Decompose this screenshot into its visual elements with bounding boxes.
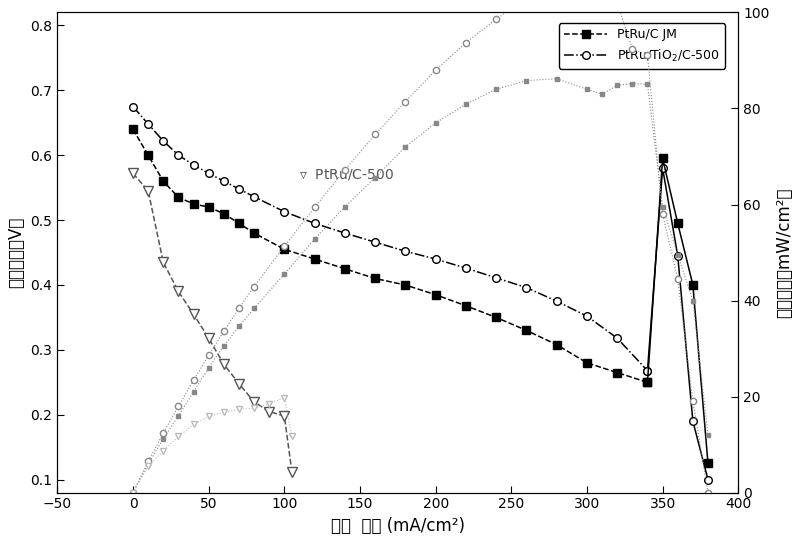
PtRu/TiO$_2$/C-500 xyxy=(522,285,531,291)
PtRu/C JM xyxy=(613,369,622,376)
PtRu/TiO$_2$/C-500 xyxy=(431,256,441,262)
PtRu/C JM xyxy=(582,359,592,366)
PtRu/C JM xyxy=(158,178,168,184)
Line: PtRu/C JM: PtRu/C JM xyxy=(129,125,651,386)
PtRu/C JM xyxy=(431,292,441,298)
PtRu/TiO$_2$/C-500 xyxy=(234,186,244,192)
PtRu/TiO$_2$/C-500 xyxy=(370,239,380,246)
Legend: PtRu/C JM, PtRu/TiO$_2$/C-500: PtRu/C JM, PtRu/TiO$_2$/C-500 xyxy=(558,23,726,69)
PtRu/C JM xyxy=(204,204,214,210)
PtRu/C JM xyxy=(143,152,153,158)
PtRu/C JM xyxy=(174,194,183,201)
PtRu/C JM xyxy=(370,275,380,282)
PtRu/C JM xyxy=(234,220,244,227)
PtRu/C JM xyxy=(250,230,259,236)
PtRu/C JM xyxy=(340,266,350,272)
Y-axis label: 功率密度（mW/cm²）: 功率密度（mW/cm²） xyxy=(775,188,793,318)
PtRu/TiO$_2$/C-500 xyxy=(642,367,652,374)
PtRu/TiO$_2$/C-500 xyxy=(461,265,470,272)
PtRu/TiO$_2$/C-500 xyxy=(189,162,198,168)
PtRu/TiO$_2$/C-500 xyxy=(310,220,319,227)
PtRu/C JM xyxy=(642,379,652,385)
PtRu/TiO$_2$/C-500 xyxy=(279,209,289,215)
PtRu/TiO$_2$/C-500 xyxy=(158,138,168,144)
Text: $\triangledown$  PtRu/C-500: $\triangledown$ PtRu/C-500 xyxy=(299,167,394,182)
PtRu/C JM xyxy=(491,314,501,321)
PtRu/TiO$_2$/C-500 xyxy=(174,152,183,158)
PtRu/TiO$_2$/C-500 xyxy=(491,275,501,281)
PtRu/TiO$_2$/C-500 xyxy=(219,178,229,184)
PtRu/C JM xyxy=(461,302,470,309)
PtRu/C JM xyxy=(310,256,319,262)
Y-axis label: 电池电压（V）: 电池电压（V） xyxy=(7,217,25,288)
PtRu/C JM xyxy=(279,246,289,253)
PtRu/TiO$_2$/C-500 xyxy=(340,230,350,236)
PtRu/TiO$_2$/C-500 xyxy=(128,104,138,110)
PtRu/TiO$_2$/C-500 xyxy=(143,121,153,127)
PtRu/TiO$_2$/C-500 xyxy=(613,335,622,341)
PtRu/C JM xyxy=(219,210,229,217)
PtRu/C JM xyxy=(189,201,198,207)
PtRu/TiO$_2$/C-500 xyxy=(552,298,562,305)
X-axis label: 电流  密度 (mA/cm²): 电流 密度 (mA/cm²) xyxy=(331,517,465,535)
PtRu/C JM xyxy=(522,327,531,334)
PtRu/C JM xyxy=(552,341,562,348)
PtRu/TiO$_2$/C-500 xyxy=(250,193,259,200)
PtRu/TiO$_2$/C-500 xyxy=(204,170,214,177)
PtRu/C JM xyxy=(128,126,138,132)
PtRu/TiO$_2$/C-500 xyxy=(582,313,592,319)
Line: PtRu/TiO$_2$/C-500: PtRu/TiO$_2$/C-500 xyxy=(129,103,651,375)
PtRu/TiO$_2$/C-500 xyxy=(401,248,410,255)
PtRu/C JM xyxy=(401,282,410,288)
